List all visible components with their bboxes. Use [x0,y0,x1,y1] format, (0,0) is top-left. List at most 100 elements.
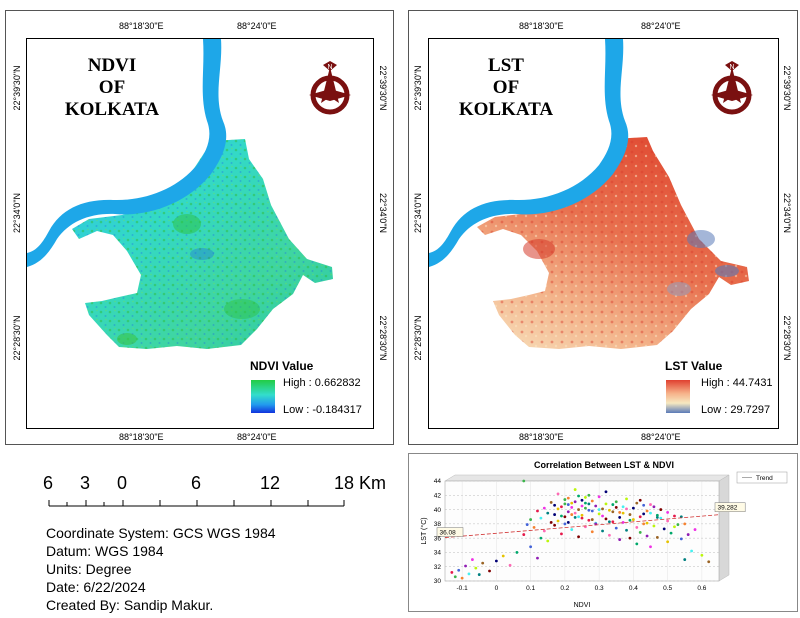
scatter-point [570,513,574,516]
scatter-point [669,531,673,535]
scatter-point [608,508,611,512]
scatter-point [566,496,570,500]
scatter-point [549,501,553,504]
scatter-point [638,515,642,519]
ndvi-bottom-tick-1: 88°18'30"E [119,432,164,442]
scatter-point [563,522,567,526]
scatter-point [450,571,454,574]
scatter-point [563,502,567,506]
x-tick-label: 0.1 [526,585,535,592]
chart-title: Correlation Between LST & NDVI [533,460,675,470]
y-tick-label: 30 [434,578,442,585]
scatter-point [635,526,639,529]
scatter-point [628,518,632,522]
scatter-point [614,506,618,509]
scatter-point [587,508,591,512]
scatter-point [529,545,533,549]
scatter-point [536,509,539,513]
lst-legend-ramp [666,380,690,413]
lst-top-tick-1: 88°18'30"E [519,21,564,31]
scatter-point [631,506,635,510]
scatter-point [457,568,461,572]
ndvi-legend-low: Low : -0.184317 [283,404,362,416]
scatter-point [563,515,567,519]
scatter-point [494,559,498,563]
scatter-point [676,523,680,526]
scatter-point [649,511,652,515]
scatter-point [611,503,615,506]
lst-left-tick-2: 22°34'0"N [413,192,423,234]
scatter-point [618,538,622,541]
scatter-point [467,572,471,576]
x-tick-label: 0.2 [560,585,569,592]
x-tick-label: 0.5 [663,585,672,592]
lst-right-tick-3: 22°28'30"N [782,315,792,361]
scatter-point [542,506,546,510]
scatter-point [673,514,676,518]
scatter-point [638,498,642,502]
scatter-point [628,536,632,540]
scatter-point [659,516,663,520]
scatter-point [573,500,577,504]
scatter-point [522,533,526,536]
scatter-point [546,539,550,543]
scatter-point [580,513,584,517]
lst-map-panel: 88°18'30"E 88°24'0"E 88°18'30"E 88°24'0"… [408,10,798,445]
scatter-point [573,516,577,519]
scatter-point [645,521,649,525]
created-by-text: Created By: Sandip Makur. [46,597,214,613]
scale-bar-graphic [48,500,345,507]
scale-label-6: 6 [191,473,202,493]
scatter-point [649,545,652,549]
ndvi-map-title: NDVI OF KOLKATA [64,55,160,120]
scatter-point [666,519,670,523]
scatter-point [642,522,646,526]
x-tick-label: 0.4 [629,585,638,592]
scatter-point [573,511,577,515]
lst-top-tick-2: 88°24'0"E [641,21,681,31]
y-tick-label: 34 [434,550,442,557]
scale-label-18-km: 18 Km [334,473,387,493]
scatter-point [666,540,670,544]
scatter-point [631,518,635,521]
scatter-point [556,492,560,496]
y-tick-label: 42 [434,492,442,499]
lst-map-canvas [429,39,749,349]
ndvi-left-tick-3: 22°28'30"N [12,315,22,361]
x-tick-label: 0 [495,585,499,592]
x-axis-label: NDVI [574,602,591,609]
scatter-point [553,503,556,507]
y-axis-label: LST (°C) [420,517,428,544]
scatter-point [655,513,659,517]
coordinate-system-text: Coordinate System: GCS WGS 1984 [46,525,276,541]
lst-map-frame: LST OF KOLKATA N LST Value High : 44.743… [428,38,779,429]
chart-legend-trend: Trend [756,475,773,482]
chart-legend-box [736,471,788,484]
lst-legend-title: LST Value [665,359,723,373]
scatter-point [580,504,584,508]
y-tick-label: 32 [434,564,442,571]
scatter-point [645,509,649,513]
lst-right-tick-2: 22°34'0"N [782,192,792,234]
scatter-point [481,561,485,565]
lst-right-tick-1: 22°39'30"N [782,65,792,111]
scatter-point [597,512,601,516]
scatter-point [625,507,628,511]
scatter-point [621,511,625,515]
scatter-point [549,521,553,524]
scatter-point [566,521,570,524]
scatter-point [625,497,628,501]
scatter-point [590,518,594,521]
ndvi-legend-high: High : 0.662832 [283,377,361,389]
ndvi-top-tick-1: 88°18'30"E [119,21,164,31]
scatter-point [673,525,676,529]
scatter-point [460,576,464,580]
scatter-point [618,511,622,514]
scatter-point [679,537,683,541]
scatter-point [477,573,481,576]
scatter-point [601,514,604,518]
scatter-point [594,504,598,508]
ndvi-river [27,39,227,267]
north-arrow-emblem-icon: N [711,61,753,115]
scatter-point [556,507,560,511]
